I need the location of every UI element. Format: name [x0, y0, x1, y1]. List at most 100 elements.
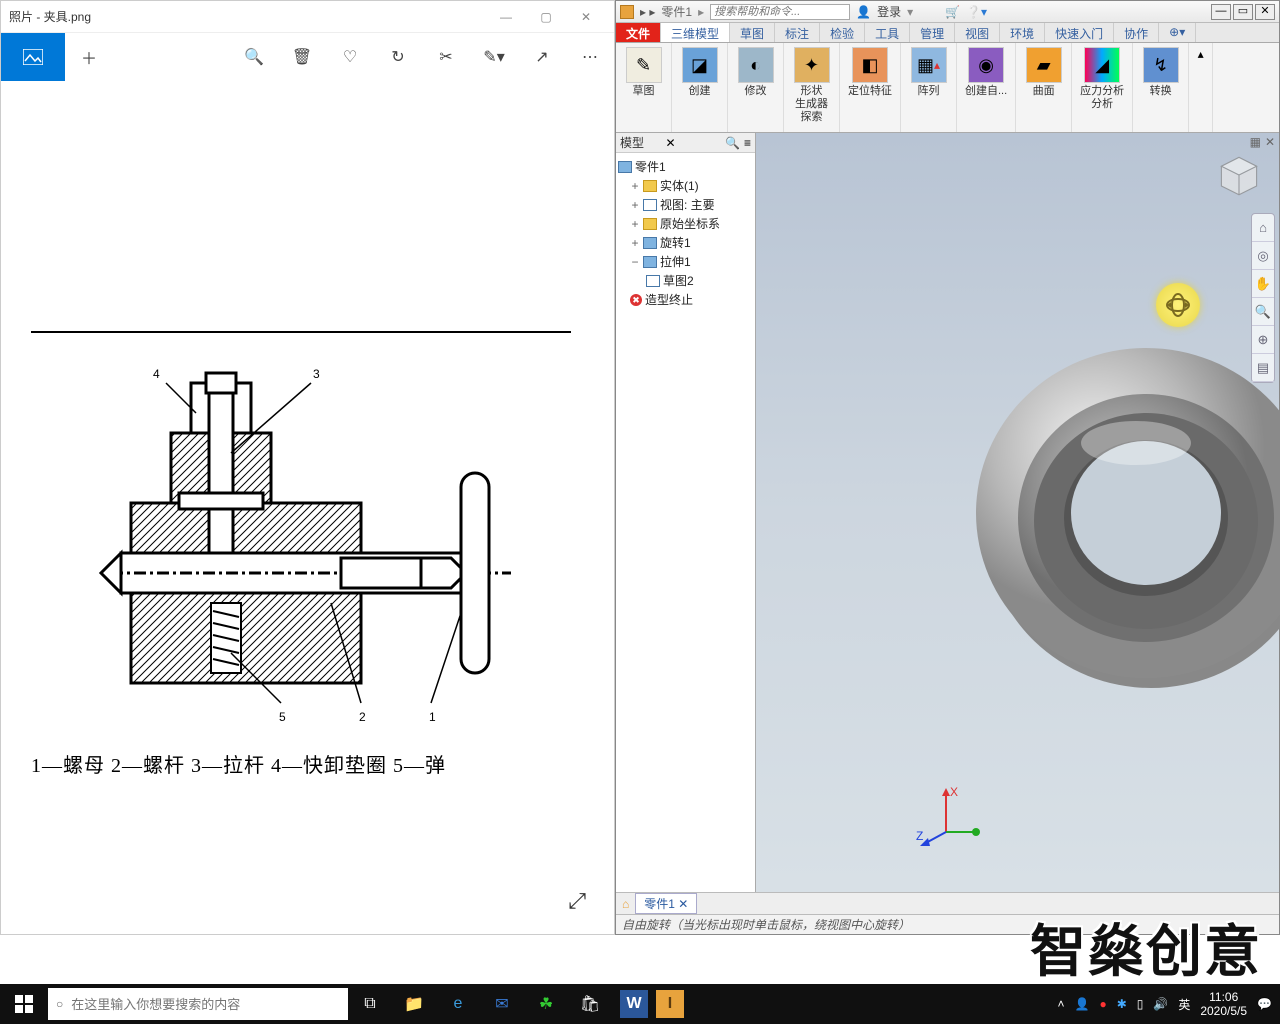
tab-getstarted[interactable]: 快速入门 — [1045, 23, 1114, 42]
photos-title: 照片 - 夹具.png — [9, 8, 486, 25]
tab-env[interactable]: 环境 — [1000, 23, 1045, 42]
task-view-icon[interactable]: ⧉ — [348, 984, 392, 1024]
taskbar: ○ ⧉ 📁 e ✉ ☘ 🛍 W I ˄ 👤 ● ✱ ▯ 🔊 英 11:06202… — [0, 984, 1280, 1024]
word-icon[interactable]: W — [620, 990, 648, 1018]
close-button[interactable]: ✕ — [566, 10, 606, 24]
store-icon[interactable]: 🛍 — [568, 984, 612, 1024]
mail-icon[interactable]: ✉ — [480, 984, 524, 1024]
tray-battery-icon[interactable]: ▯ — [1137, 997, 1144, 1011]
vp-close-icon[interactable]: ✕ — [1265, 135, 1275, 149]
svg-text:5: 5 — [279, 710, 286, 724]
browser-menu-icon[interactable]: ≡ — [744, 136, 751, 150]
inv-minimize-button[interactable]: — — [1211, 4, 1231, 20]
wechat-icon[interactable]: ☘ — [524, 984, 568, 1024]
tab-collab[interactable]: 协作 — [1114, 23, 1159, 42]
end-of-part-icon: ✖ — [630, 294, 642, 306]
delete-icon[interactable]: 🗑 — [278, 47, 326, 67]
svg-text:2: 2 — [359, 710, 366, 724]
svg-text:3: 3 — [313, 367, 320, 381]
zoom-icon[interactable]: 🔍 — [230, 47, 278, 67]
svg-text:Z: Z — [916, 829, 923, 843]
image-icon — [23, 49, 43, 65]
ribbon-pattern[interactable]: ▦▴阵列 — [901, 43, 957, 132]
ribbon-modify[interactable]: ◐修改 — [728, 43, 784, 132]
tray-bluetooth-icon[interactable]: ✱ — [1117, 997, 1127, 1011]
tray-ime[interactable]: 英 — [1178, 996, 1190, 1013]
vp-tile-icon[interactable]: ▦ — [1250, 135, 1261, 149]
tray-volume-icon[interactable]: 🔊 — [1153, 997, 1168, 1011]
tab-3dmodel[interactable]: 三维模型 — [661, 23, 730, 42]
tray-up-icon[interactable]: ˄ — [1057, 997, 1064, 1011]
explorer-icon[interactable]: 📁 — [392, 984, 436, 1024]
browser-close-icon[interactable]: ✕ — [665, 136, 675, 150]
ribbon-sketch[interactable]: ✎草图 — [616, 43, 672, 132]
ribbon-create[interactable]: ◪创建 — [672, 43, 728, 132]
cart-icon[interactable]: 🛒 — [945, 5, 960, 19]
ribbon-workfeat[interactable]: ◧定位特征 — [840, 43, 901, 132]
app-logo-icon — [620, 5, 634, 19]
ribbon-collapse[interactable]: ▴ — [1189, 43, 1213, 132]
ribbon-tabs: 文件 三维模型 草图 标注 检验 工具 管理 视图 环境 快速入门 协作 ⊕▾ — [616, 23, 1279, 43]
rotate-icon[interactable]: ↻ — [374, 47, 422, 67]
share-icon[interactable]: ↗ — [518, 47, 566, 67]
tab-annotate[interactable]: 标注 — [775, 23, 820, 42]
tab-extra[interactable]: ⊕▾ — [1159, 23, 1196, 42]
home-icon[interactable]: ⌂ — [622, 897, 629, 911]
taskbar-search[interactable]: ○ — [48, 988, 348, 1020]
inv-maximize-button[interactable]: ▭ — [1233, 4, 1253, 20]
inventor-taskbar-icon[interactable]: I — [656, 990, 684, 1018]
ring-part — [966, 333, 1280, 693]
tab-tools[interactable]: 工具 — [865, 23, 910, 42]
crop-icon[interactable]: ✂ — [422, 47, 470, 67]
ribbon-convert[interactable]: ↯转换 — [1133, 43, 1189, 132]
tab-view[interactable]: 视图 — [955, 23, 1000, 42]
inv-close-button[interactable]: ✕ — [1255, 4, 1275, 20]
mechanical-drawing: 4 3 5 2 1 — [31, 353, 551, 733]
nav-zoom-icon: 🔍 — [1252, 298, 1274, 326]
ribbon: ✎草图 ◪创建 ◐修改 ✦形状 生成器 探索 ◧定位特征 ▦▴阵列 ◉创建自..… — [616, 43, 1279, 133]
photo-tab[interactable] — [1, 33, 65, 81]
browser-search-icon[interactable]: 🔍 — [725, 136, 740, 150]
ribbon-freeform[interactable]: ◉创建自... — [957, 43, 1016, 132]
tray-clock[interactable]: 11:062020/5/5 — [1200, 990, 1247, 1019]
doc-tab[interactable]: 零件1 ✕ — [635, 893, 697, 914]
model-tree[interactable]: 零件1 +实体(1) +视图: 主要 +原始坐标系 +旋转1 −拉伸1 草图2 … — [616, 153, 755, 313]
help-search-input[interactable] — [710, 4, 850, 20]
login-link[interactable]: 登录 — [877, 3, 901, 20]
expand-icon[interactable]: ⤢ — [568, 888, 586, 914]
tray-notifications-icon[interactable]: 💬 — [1257, 997, 1272, 1011]
tab-manage[interactable]: 管理 — [910, 23, 955, 42]
taskbar-search-input[interactable] — [71, 997, 340, 1012]
nav-pan-icon: ✋ — [1252, 270, 1274, 298]
edit-icon[interactable]: ✎▾ — [470, 47, 518, 67]
tray-people-icon[interactable]: 👤 — [1074, 997, 1089, 1011]
maximize-button[interactable]: ▢ — [526, 10, 566, 24]
search-icon: ○ — [56, 997, 63, 1011]
inventor-titlebar: ▸ ▸ 零件1 ▸ 👤 登录 ▾ 🛒 ❔▾ — ▭ ✕ — [616, 1, 1279, 23]
edge-icon[interactable]: e — [436, 984, 480, 1024]
document-bar: ⌂ 零件1 ✕ — [616, 892, 1279, 914]
start-button[interactable] — [0, 984, 48, 1024]
origin-triad: X Z — [916, 782, 986, 852]
help-icon[interactable]: ❔▾ — [966, 5, 987, 19]
system-tray[interactable]: ˄ 👤 ● ✱ ▯ 🔊 英 11:062020/5/5 💬 — [1049, 990, 1280, 1019]
browser-title: 模型 — [620, 134, 661, 151]
photos-window: 照片 - 夹具.png — ▢ ✕ ＋ 🔍 🗑 ♡ ↻ ✂ ✎▾ ↗ ⋯ — [0, 0, 615, 935]
tray-record-icon[interactable]: ● — [1099, 997, 1106, 1011]
photos-titlebar: 照片 - 夹具.png — ▢ ✕ — [1, 1, 614, 33]
user-icon[interactable]: 👤 — [856, 5, 871, 19]
quick-access[interactable]: ▸ ▸ — [640, 5, 655, 19]
tab-inspect[interactable]: 检验 — [820, 23, 865, 42]
add-button[interactable]: ＋ — [65, 45, 113, 69]
tab-sketch[interactable]: 草图 — [730, 23, 775, 42]
ribbon-analysis[interactable]: ◢应力分析 分析 — [1072, 43, 1133, 132]
viewport-3d[interactable]: ⌂◎✋🔍⊕▤ — [756, 133, 1279, 892]
ribbon-surface[interactable]: ▰曲面 — [1016, 43, 1072, 132]
tab-file[interactable]: 文件 — [616, 23, 661, 42]
viewcube[interactable] — [1217, 153, 1261, 197]
minimize-button[interactable]: — — [486, 10, 526, 24]
more-icon[interactable]: ⋯ — [566, 47, 614, 67]
nav-orbit-icon: ◎ — [1252, 242, 1274, 270]
ribbon-shapegen[interactable]: ✦形状 生成器 探索 — [784, 43, 840, 132]
favorite-icon[interactable]: ♡ — [326, 47, 374, 67]
